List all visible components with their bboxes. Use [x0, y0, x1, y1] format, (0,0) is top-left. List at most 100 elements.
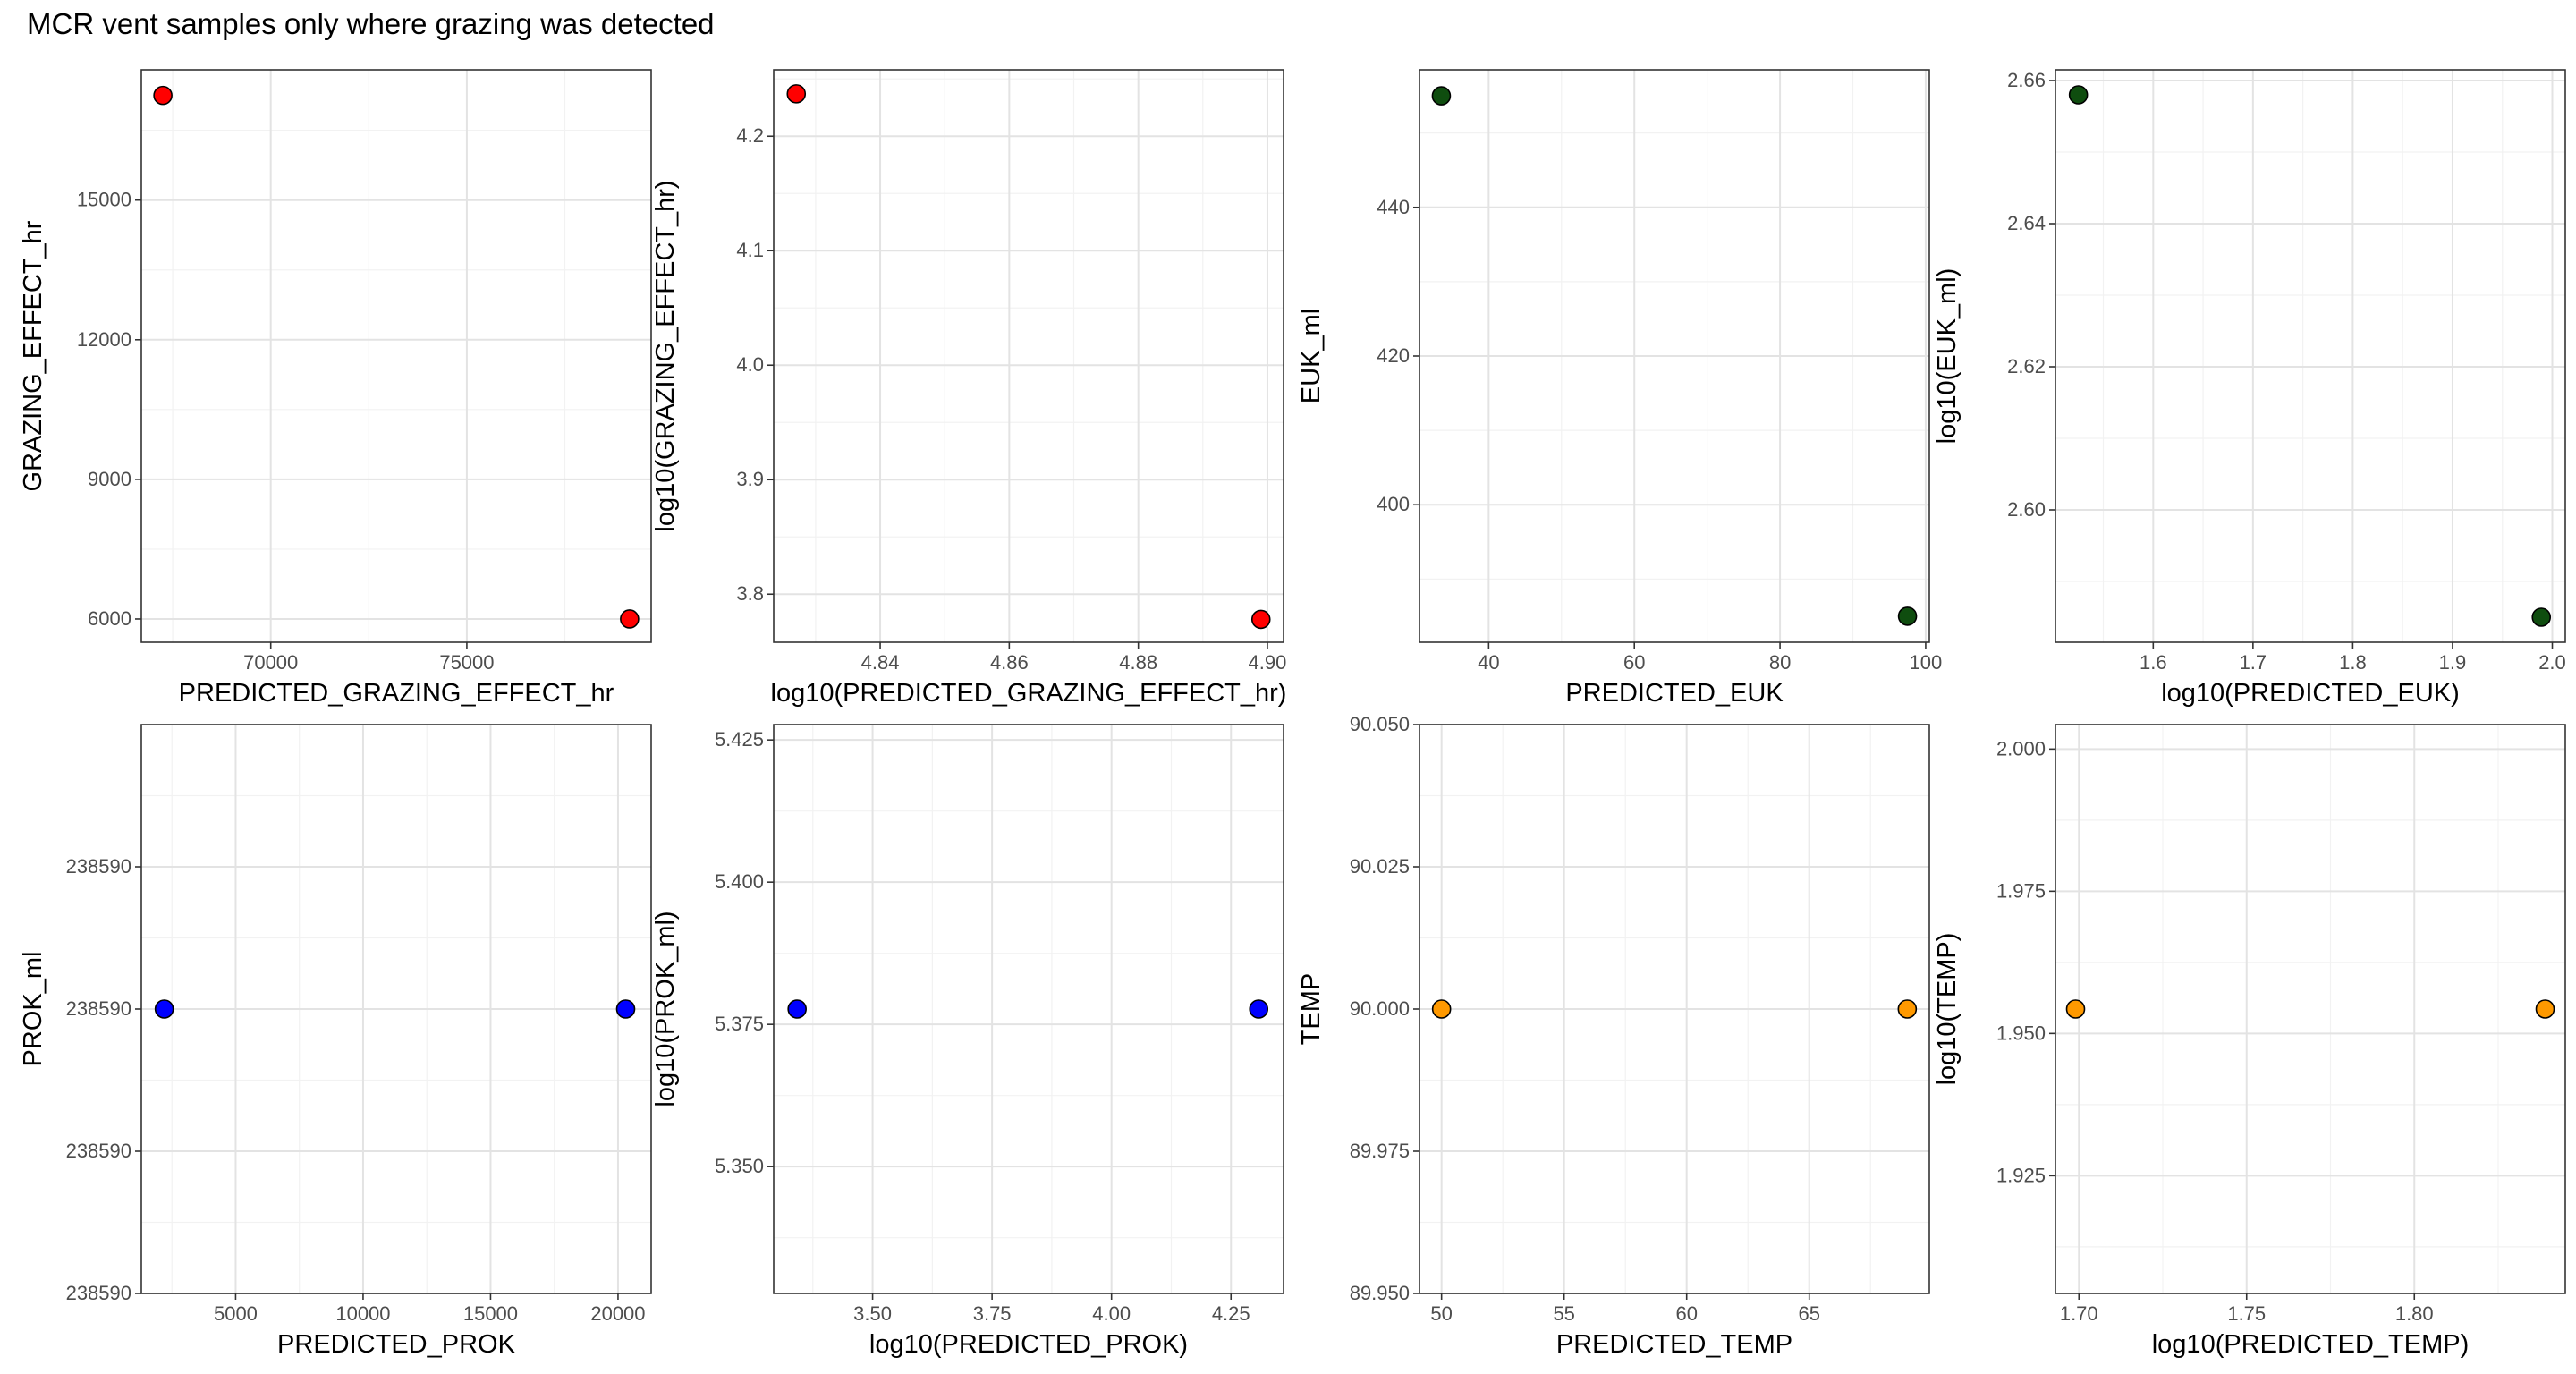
x-tick-label: 1.7 — [2240, 651, 2267, 674]
y-tick-label: 6000 — [88, 607, 131, 630]
data-point — [1431, 999, 1452, 1019]
y-tick-label: 90.025 — [1350, 855, 1410, 878]
x-axis-title: log10(PREDICTED_TEMP) — [2152, 1330, 2470, 1359]
data-point — [1431, 86, 1452, 106]
y-tick-label: 238590 — [66, 855, 131, 878]
y-tick-label: 2.62 — [2007, 355, 2046, 377]
y-tick-label: 5.350 — [715, 1155, 764, 1177]
x-tick-label: 10000 — [335, 1302, 390, 1325]
scatter-panel-6: 3.50 3.75 4.00 4.25 5.350 5.375 5.400 5.425 log1… — [651, 724, 1284, 1359]
y-tick-label: 1.925 — [1996, 1164, 2046, 1186]
data-point — [786, 84, 807, 104]
x-axis-title: PREDICTED_TEMP — [1556, 1330, 1792, 1359]
y-tick-label: 90.000 — [1350, 997, 1410, 1020]
y-tick-label: 12000 — [77, 328, 131, 351]
x-tick-label: 4.88 — [1119, 651, 1157, 674]
y-tick-label: 2.60 — [2007, 498, 2046, 521]
x-tick-label: 1.80 — [2395, 1302, 2434, 1325]
x-tick-label: 70000 — [243, 651, 298, 674]
x-tick-label: 1.70 — [2060, 1302, 2098, 1325]
x-axis-title: PREDICTED_EUK — [1565, 679, 1784, 708]
x-tick-label: 20000 — [590, 1302, 645, 1325]
x-tick-label: 55 — [1553, 1302, 1574, 1325]
y-tick-label: 5.400 — [715, 870, 764, 893]
y-axis-title: PROK_ml — [19, 952, 47, 1067]
x-axis-title: PREDICTED_GRAZING_EFFECT_hr — [179, 679, 614, 708]
y-tick-label: 4.2 — [736, 124, 764, 147]
x-tick-label: 50 — [1430, 1302, 1452, 1325]
data-point — [787, 999, 807, 1019]
x-tick-label: 75000 — [439, 651, 494, 674]
y-tick-label: 440 — [1377, 196, 1410, 218]
y-axis-title: GRAZING_EFFECT_hr — [19, 220, 47, 491]
y-tick-label: 238590 — [66, 1140, 131, 1162]
data-point — [615, 999, 636, 1019]
y-axis-title: log10(TEMP) — [1933, 933, 1962, 1086]
y-axis-title: log10(EUK_ml) — [1933, 268, 1962, 445]
x-tick-label: 1.8 — [2339, 651, 2367, 674]
panel-border — [2055, 69, 2566, 643]
x-axis-title: log10(PREDICTED_GRAZING_EFFECT_hr) — [771, 679, 1287, 708]
y-tick-label: 3.9 — [736, 468, 764, 490]
page-title: MCR vent samples only where grazing was … — [27, 7, 715, 40]
panel-border — [773, 69, 1284, 643]
panel-border — [2055, 724, 2566, 1294]
y-tick-label: 1.950 — [1996, 1022, 2046, 1044]
data-point — [2065, 999, 2086, 1019]
x-tick-label: 1.6 — [2140, 651, 2167, 674]
panel-border — [773, 724, 1284, 1294]
x-axis-title: PREDICTED_PROK — [277, 1330, 516, 1359]
y-tick-label: 5.425 — [715, 728, 764, 751]
y-tick-label: 420 — [1377, 344, 1410, 367]
x-tick-label: 40 — [1478, 651, 1499, 674]
y-tick-label: 2.64 — [2007, 212, 2046, 234]
scatter-panel-1: 70000 75000 6000 9000 12000 15000 PREDICTED_GR… — [19, 69, 652, 708]
x-tick-label: 4.00 — [1092, 1302, 1131, 1325]
y-tick-label: 238590 — [66, 997, 131, 1020]
data-point — [1897, 999, 1918, 1019]
data-point — [1249, 999, 1269, 1019]
y-tick-label: 89.975 — [1350, 1140, 1410, 1162]
x-tick-label: 2.0 — [2538, 651, 2566, 674]
x-tick-label: 1.75 — [2227, 1302, 2266, 1325]
x-tick-label: 4.25 — [1212, 1302, 1250, 1325]
y-tick-label: 4.1 — [736, 239, 764, 261]
x-axis-title: log10(PREDICTED_PROK) — [869, 1330, 1188, 1359]
x-tick-label: 60 — [1675, 1302, 1697, 1325]
x-tick-label: 3.75 — [973, 1302, 1012, 1325]
scatter-panel-3: 40 60 80 100 400 420 440 PREDICTED_EUK EUK_ml — [1297, 69, 1942, 708]
y-axis-title: log10(PROK_ml) — [651, 911, 680, 1107]
y-tick-label: 3.8 — [736, 582, 764, 605]
y-axis-title: TEMP — [1297, 973, 1326, 1046]
x-tick-label: 4.86 — [990, 651, 1029, 674]
data-point — [2068, 85, 2089, 105]
x-tick-label: 80 — [1769, 651, 1791, 674]
x-tick-label: 65 — [1798, 1302, 1819, 1325]
x-tick-label: 4.90 — [1249, 651, 1287, 674]
y-tick-label: 5.375 — [715, 1013, 764, 1035]
x-axis-title: log10(PREDICTED_EUK) — [2161, 679, 2460, 708]
y-tick-label: 2.66 — [2007, 69, 2046, 91]
data-point — [1250, 609, 1271, 630]
scatter-panel-7: 50 55 60 65 89.950 89.975 90.000 90.025 90.050 PR… — [1297, 713, 1930, 1359]
x-tick-label: 1.9 — [2439, 651, 2467, 674]
y-axis-title: EUK_ml — [1297, 309, 1326, 403]
y-tick-label: 90.050 — [1350, 713, 1410, 735]
y-tick-label: 400 — [1377, 493, 1410, 515]
y-tick-label: 9000 — [88, 468, 131, 490]
x-tick-label: 5000 — [214, 1302, 258, 1325]
scatter-panel-8: 1.70 1.75 1.80 1.925 1.950 1.975 2.000 log10(PR… — [1933, 724, 2566, 1359]
x-tick-label: 60 — [1623, 651, 1645, 674]
data-point — [153, 85, 173, 106]
x-tick-label: 3.50 — [853, 1302, 892, 1325]
scatter-panel-5: 5000 10000 15000 20000 238590 238590 238590 238… — [19, 724, 652, 1359]
y-tick-label: 89.950 — [1350, 1282, 1410, 1304]
data-point — [154, 999, 174, 1019]
x-tick-label: 4.84 — [861, 651, 900, 674]
data-point — [2535, 999, 2555, 1019]
y-axis-title: log10(GRAZING_EFFECT_hr) — [651, 180, 680, 531]
y-tick-label: 15000 — [77, 189, 131, 211]
data-point — [1897, 606, 1918, 626]
data-point — [620, 609, 640, 629]
